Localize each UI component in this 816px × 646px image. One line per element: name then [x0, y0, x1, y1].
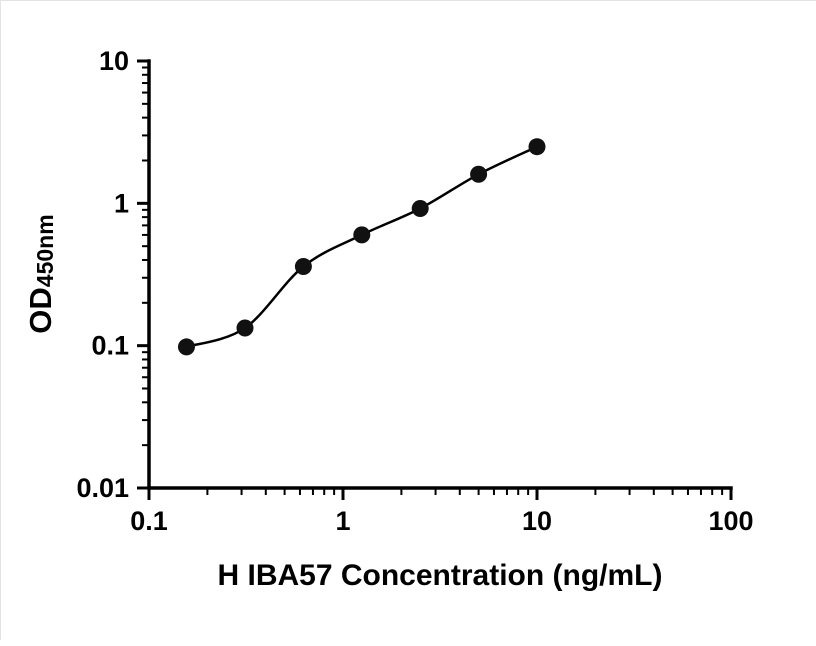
data-point: [177, 338, 195, 356]
x-tick-label: 100: [708, 506, 753, 536]
y-tick-label: 1: [114, 188, 129, 218]
y-tick-label: 10: [99, 46, 129, 76]
y-tick-label: 0.1: [91, 331, 129, 361]
x-axis-title: H IBA57 Concentration (ng/mL): [217, 559, 662, 592]
data-point: [470, 165, 488, 183]
data-point: [528, 138, 546, 156]
data-point: [294, 257, 312, 275]
x-tick-label: 1: [335, 506, 350, 536]
data-point: [236, 319, 254, 337]
y-tick-label: 0.01: [76, 473, 129, 503]
x-tick-label: 10: [522, 506, 552, 536]
y-axis-title: OD450nm: [23, 214, 58, 333]
y-axis-title-main: OD: [23, 287, 58, 334]
data-point: [353, 226, 371, 244]
y-axis-title-sub: 450nm: [32, 214, 58, 287]
data-point: [411, 199, 429, 217]
x-tick-label: 0.1: [130, 506, 168, 536]
